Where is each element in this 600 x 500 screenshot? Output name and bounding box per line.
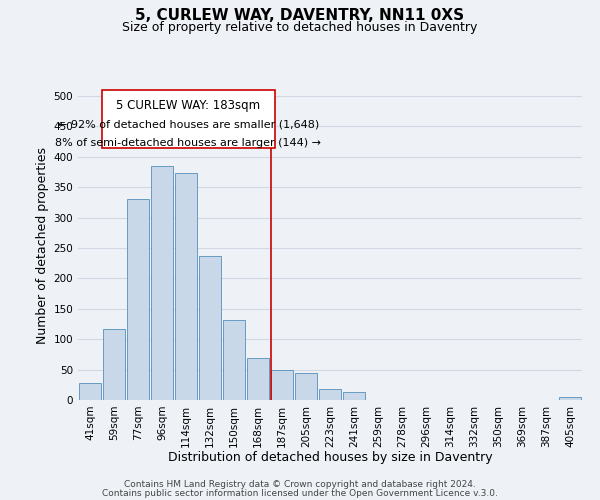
Text: 5 CURLEW WAY: 183sqm: 5 CURLEW WAY: 183sqm xyxy=(116,100,260,112)
FancyBboxPatch shape xyxy=(102,90,275,148)
Text: 5, CURLEW WAY, DAVENTRY, NN11 0XS: 5, CURLEW WAY, DAVENTRY, NN11 0XS xyxy=(136,8,464,22)
Text: Contains HM Land Registry data © Crown copyright and database right 2024.: Contains HM Land Registry data © Crown c… xyxy=(124,480,476,489)
Bar xyxy=(127,200,149,400)
Bar xyxy=(295,372,317,400)
Bar xyxy=(319,389,341,400)
Bar xyxy=(223,320,245,400)
Bar xyxy=(199,256,221,400)
Bar xyxy=(175,174,197,400)
Bar xyxy=(151,166,173,400)
Text: Size of property relative to detached houses in Daventry: Size of property relative to detached ho… xyxy=(122,21,478,34)
Bar xyxy=(559,397,581,400)
X-axis label: Distribution of detached houses by size in Daventry: Distribution of detached houses by size … xyxy=(167,451,493,464)
Bar xyxy=(79,383,101,400)
Bar xyxy=(247,358,269,400)
Text: ← 92% of detached houses are smaller (1,648): ← 92% of detached houses are smaller (1,… xyxy=(58,120,319,130)
Bar xyxy=(271,370,293,400)
Text: 8% of semi-detached houses are larger (144) →: 8% of semi-detached houses are larger (1… xyxy=(55,138,322,148)
Text: Contains public sector information licensed under the Open Government Licence v.: Contains public sector information licen… xyxy=(102,488,498,498)
Bar xyxy=(343,392,365,400)
Y-axis label: Number of detached properties: Number of detached properties xyxy=(36,146,49,344)
Bar xyxy=(103,329,125,400)
